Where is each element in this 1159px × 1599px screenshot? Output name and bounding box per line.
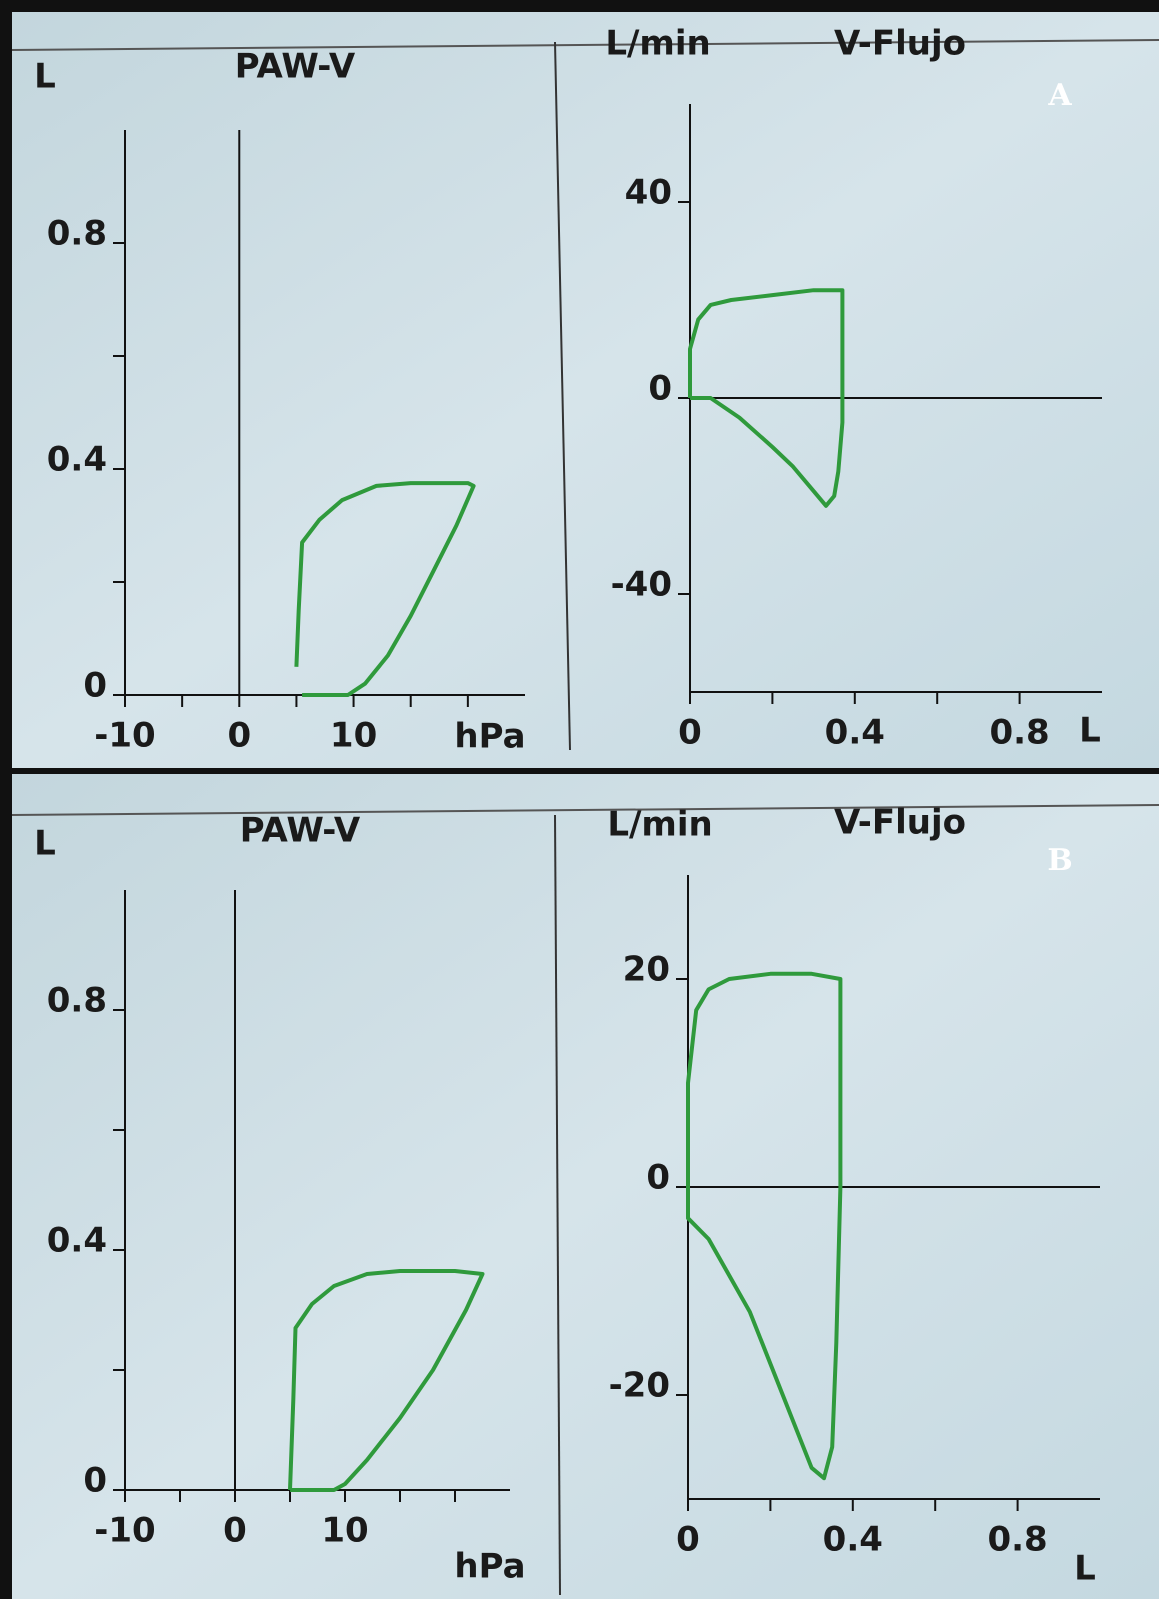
screen: -10 0 10 0 0.4 0.8 PAW-V LhPa 0 0.4 0.8 -40 0 40 V-Flu… — [0, 0, 1159, 1599]
x-tick-label: 0.8 — [987, 1520, 1047, 1560]
y-tick-label: 0.8 — [47, 214, 107, 254]
x-tick-label: -10 — [94, 1511, 155, 1551]
y-tick-label: 20 — [623, 950, 670, 990]
y-axis-label: L/min — [605, 24, 710, 64]
x-tick-label: 0 — [676, 1520, 700, 1560]
y-tick-label: 0 — [648, 369, 672, 409]
y-tick-label: -40 — [611, 565, 672, 605]
y-tick-label: 0 — [83, 666, 107, 706]
x-tick-label: 0 — [223, 1511, 247, 1551]
x-tick-label: 0 — [227, 716, 251, 756]
x-axis-label: L — [1079, 711, 1101, 751]
y-axis-label: L — [34, 57, 56, 97]
panel-label: B — [1047, 843, 1072, 878]
chart-title: V-Flujo — [834, 803, 966, 843]
x-tick-label: 0.8 — [989, 713, 1049, 753]
x-tick-label: 0.4 — [825, 713, 885, 753]
chart-title: PAW-V — [235, 47, 356, 87]
x-tick-label: 10 — [330, 716, 377, 756]
y-axis-label: L/min — [607, 805, 712, 845]
y-tick-label: 0 — [646, 1158, 670, 1198]
y-tick-label: 0.4 — [47, 440, 107, 480]
y-tick-label: -20 — [609, 1366, 670, 1406]
y-tick-label: 0 — [83, 1461, 107, 1501]
chart-title: V-Flujo — [834, 24, 966, 64]
y-axis-label: L — [34, 824, 56, 864]
y-tick-label: 0.8 — [47, 981, 107, 1021]
x-axis-label: hPa — [454, 717, 525, 757]
x-tick-label: 10 — [321, 1511, 368, 1551]
x-tick-label: 0.4 — [823, 1520, 883, 1560]
panel-label: A — [1047, 78, 1072, 113]
chart-title: PAW-V — [240, 811, 361, 851]
x-tick-label: 0 — [678, 713, 702, 753]
x-axis-label: L — [1074, 1549, 1096, 1589]
x-tick-label: -10 — [94, 716, 155, 756]
panel-a — [12, 12, 1159, 768]
y-tick-label: 40 — [625, 173, 672, 213]
y-tick-label: 0.4 — [47, 1221, 107, 1261]
x-axis-label: hPa — [454, 1547, 525, 1587]
